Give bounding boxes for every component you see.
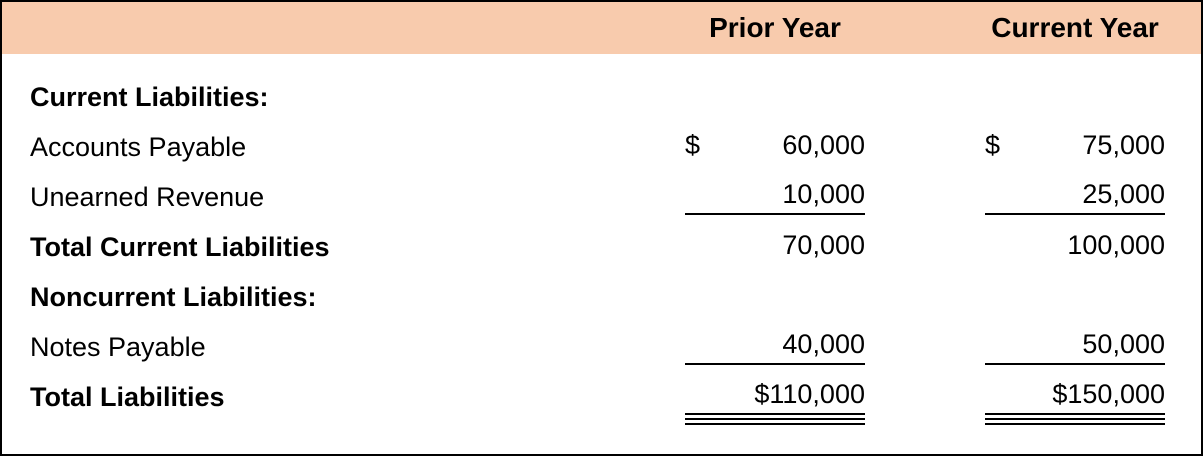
row-label: Unearned Revenue [30, 181, 265, 212]
amount-value: 10,000 [782, 179, 865, 209]
amount: $110,000 [685, 379, 865, 425]
amount-value: 60,000 [782, 130, 865, 160]
amount: 70,000 [685, 230, 865, 264]
row-label: Noncurrent Liabilities: [30, 281, 317, 312]
amount-value: 75,000 [1082, 130, 1165, 160]
currency-symbol: $ [985, 130, 1001, 160]
row-label: Current Liabilities: [30, 81, 269, 112]
table-row: Total Liabilities $110,000 $150,000 [2, 372, 1201, 425]
amount-value: 100,000 [1067, 230, 1165, 260]
table-row: Current Liabilities: [2, 72, 1201, 122]
table-body: Current Liabilities: Accounts Payable $ … [2, 54, 1201, 425]
prior-year-cell: $ 60,000 [685, 130, 865, 164]
amount: 50,000 [985, 329, 1165, 365]
current-year-cell: 100,000 [985, 230, 1165, 264]
column-header-current-year: Current Year [991, 12, 1159, 43]
table-header-row: Prior Year Current Year [2, 2, 1201, 54]
amount: $ 60,000 [685, 130, 865, 164]
table-row: Notes Payable 40,000 50,000 [2, 322, 1201, 372]
amount: 10,000 [685, 179, 865, 215]
current-year-cell: 25,000 [985, 179, 1165, 215]
row-label: Notes Payable [30, 331, 206, 362]
amount-value: 40,000 [782, 329, 865, 359]
prior-year-cell: 40,000 [685, 329, 865, 365]
amount-value: 70,000 [782, 230, 865, 260]
amount: $150,000 [985, 379, 1165, 425]
row-label: Total Current Liabilities [30, 231, 330, 262]
table-row: Accounts Payable $ 60,000 $ 75,000 [2, 122, 1201, 172]
currency-symbol: $ [685, 130, 701, 160]
table-row: Noncurrent Liabilities: [2, 272, 1201, 322]
amount: $ 75,000 [985, 130, 1165, 164]
row-label: Total Liabilities [30, 381, 225, 412]
amount-value: $150,000 [1052, 379, 1165, 409]
current-year-cell: $ 75,000 [985, 130, 1165, 164]
amount-value: 25,000 [1082, 179, 1165, 209]
prior-year-cell: 70,000 [685, 230, 865, 264]
column-header-prior-year: Prior Year [709, 12, 841, 43]
amount: 40,000 [685, 329, 865, 365]
table-row: Total Current Liabilities 70,000 100,000 [2, 222, 1201, 272]
amount: 100,000 [985, 230, 1165, 264]
current-year-cell: $150,000 [985, 379, 1165, 425]
prior-year-cell: 10,000 [685, 179, 865, 215]
row-label: Accounts Payable [30, 131, 247, 162]
table-row: Unearned Revenue 10,000 25,000 [2, 172, 1201, 222]
amount-value: $110,000 [754, 379, 865, 409]
current-year-cell: 50,000 [985, 329, 1165, 365]
amount: 25,000 [985, 179, 1165, 215]
prior-year-cell: $110,000 [685, 379, 865, 425]
amount-value: 50,000 [1082, 329, 1165, 359]
